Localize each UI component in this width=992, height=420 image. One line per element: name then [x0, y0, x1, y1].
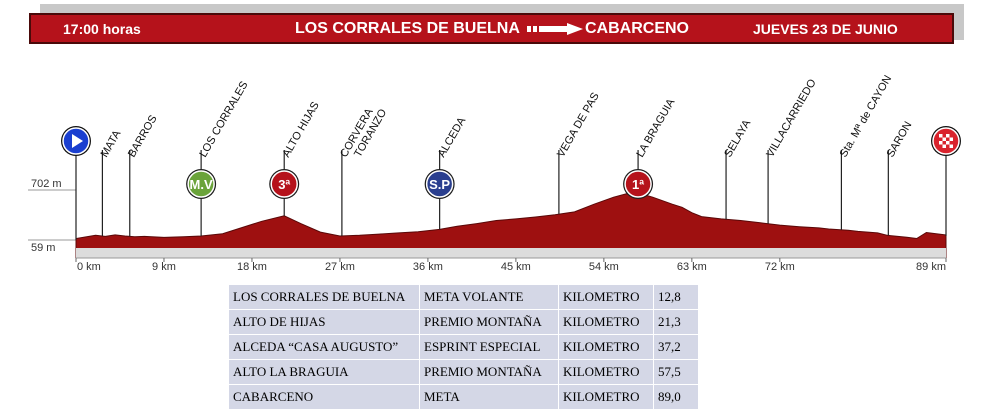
- table-cell: 57,5: [653, 359, 699, 385]
- elevation-profile-chart: 702 m 59 m MATA BARROS LOS CORRALES ALTO HIJ…: [28, 73, 961, 273]
- elevation-area-fill: [75, 192, 947, 259]
- x-tick-label: 27 km: [325, 261, 355, 273]
- table-row: ALTO DE HIJAS PREMIO MONTAÑA KILOMETRO 21,3: [228, 309, 699, 335]
- table-cell: ALTO DE HIJAS: [228, 309, 420, 335]
- svg-text:3ª: 3ª: [278, 177, 290, 192]
- svg-text:1ª: 1ª: [632, 177, 644, 192]
- chart-axes: 702 m 59 m: [28, 176, 77, 258]
- finish-flag-icon: [931, 126, 961, 236]
- start-town: LOS CORRALES DE BUELNA: [295, 20, 520, 37]
- table-cell: CABARCENO: [228, 384, 420, 410]
- table-cell: 37,2: [653, 334, 699, 360]
- x-tick-label: 54 km: [589, 261, 619, 273]
- stage-header: 17:00 horas LOS CORRALES DE BUELNA CABAR…: [29, 13, 954, 44]
- classification-badges: M.V 3ª S.P 1ª: [61, 126, 961, 240]
- svg-text:S.P: S.P: [429, 177, 450, 192]
- arrow-right-icon: [527, 23, 583, 35]
- y-label-min: 59 m: [31, 242, 55, 254]
- x-tick-label: 63 km: [677, 261, 707, 273]
- play-icon: [61, 126, 91, 240]
- elevation-area: [75, 192, 947, 259]
- place-label: VEGA DE PAS: [555, 91, 602, 160]
- place-label: SELAYA: [722, 117, 753, 159]
- table-row: ALCEDA “CASA AUGUSTO” ESPRINT ESPECIAL KIL…: [228, 334, 699, 360]
- table-row: ALTO LA BRAGUIA PREMIO MONTAÑA KILOMETRO 57…: [228, 359, 699, 385]
- badge-sp: S.P: [424, 169, 455, 199]
- badge-mv: M.V: [186, 169, 217, 199]
- place-label: VILLACARRIEDO: [764, 77, 819, 160]
- stage-points-table: LOS CORRALES DE BUELNA META VOLANTE KILOME…: [228, 284, 699, 410]
- place-label: BARROS: [126, 113, 160, 159]
- place-label: LA BRAGUIA: [634, 96, 677, 159]
- place-label: ALTO HIJAS: [280, 100, 321, 160]
- badge-3: 3ª: [269, 169, 300, 199]
- place-label: Sta. Mª de CAYON: [838, 73, 895, 159]
- x-tick-label: 72 km: [765, 261, 795, 273]
- place-label: SARON: [885, 120, 915, 160]
- table-cell: LOS CORRALES DE BUELNA: [228, 284, 420, 310]
- table-cell: 12,8: [653, 284, 699, 310]
- table-cell: META: [419, 384, 559, 410]
- x-axis-ticks: 0 km 9 km 18 km 27 km 36 km 45 km 54 km 63 km 72…: [75, 258, 947, 273]
- x-tick-label: 9 km: [152, 261, 176, 273]
- table-cell: ALCEDA “CASA AUGUSTO”: [228, 334, 420, 360]
- table-cell: ESPRINT ESPECIAL: [419, 334, 559, 360]
- x-tick-label: 18 km: [237, 261, 267, 273]
- table-cell: KILOMETRO: [558, 334, 654, 360]
- table-cell: PREMIO MONTAÑA: [419, 309, 559, 335]
- y-label-max: 702 m: [31, 178, 62, 190]
- table-row: LOS CORRALES DE BUELNA META VOLANTE KILOME…: [228, 284, 699, 310]
- table-cell: KILOMETRO: [558, 359, 654, 385]
- svg-text:M.V: M.V: [190, 177, 213, 192]
- x-tick-label: 0 km: [77, 261, 101, 273]
- start-time: 17:00 horas: [63, 21, 141, 37]
- place-label: LOS CORRALES: [197, 79, 250, 159]
- stage-date: JUEVES 23 DE JUNIO: [753, 21, 898, 37]
- place-label: ALCEDA: [436, 115, 469, 160]
- x-tick-label: 45 km: [501, 261, 531, 273]
- place-markers: MATA BARROS LOS CORRALES ALTO HIJAS CORVERAT…: [99, 73, 915, 237]
- x-tick-label: 36 km: [413, 261, 443, 273]
- table-cell: PREMIO MONTAÑA: [419, 359, 559, 385]
- table-cell: 21,3: [653, 309, 699, 335]
- table-cell: KILOMETRO: [558, 309, 654, 335]
- finish-town: CABARCENO: [585, 20, 689, 37]
- table-cell: META VOLANTE: [419, 284, 559, 310]
- place-label: MATA: [99, 128, 124, 160]
- x-tick-label: 89 km: [916, 261, 946, 273]
- badge-1: 1ª: [623, 169, 654, 199]
- table-cell: ALTO LA BRAGUIA: [228, 359, 420, 385]
- table-row: CABARCENO META KILOMETRO 89,0: [228, 384, 699, 410]
- table-cell: 89,0: [653, 384, 699, 410]
- table-cell: KILOMETRO: [558, 384, 654, 410]
- table-cell: KILOMETRO: [558, 284, 654, 310]
- x-axis-band: [76, 248, 946, 258]
